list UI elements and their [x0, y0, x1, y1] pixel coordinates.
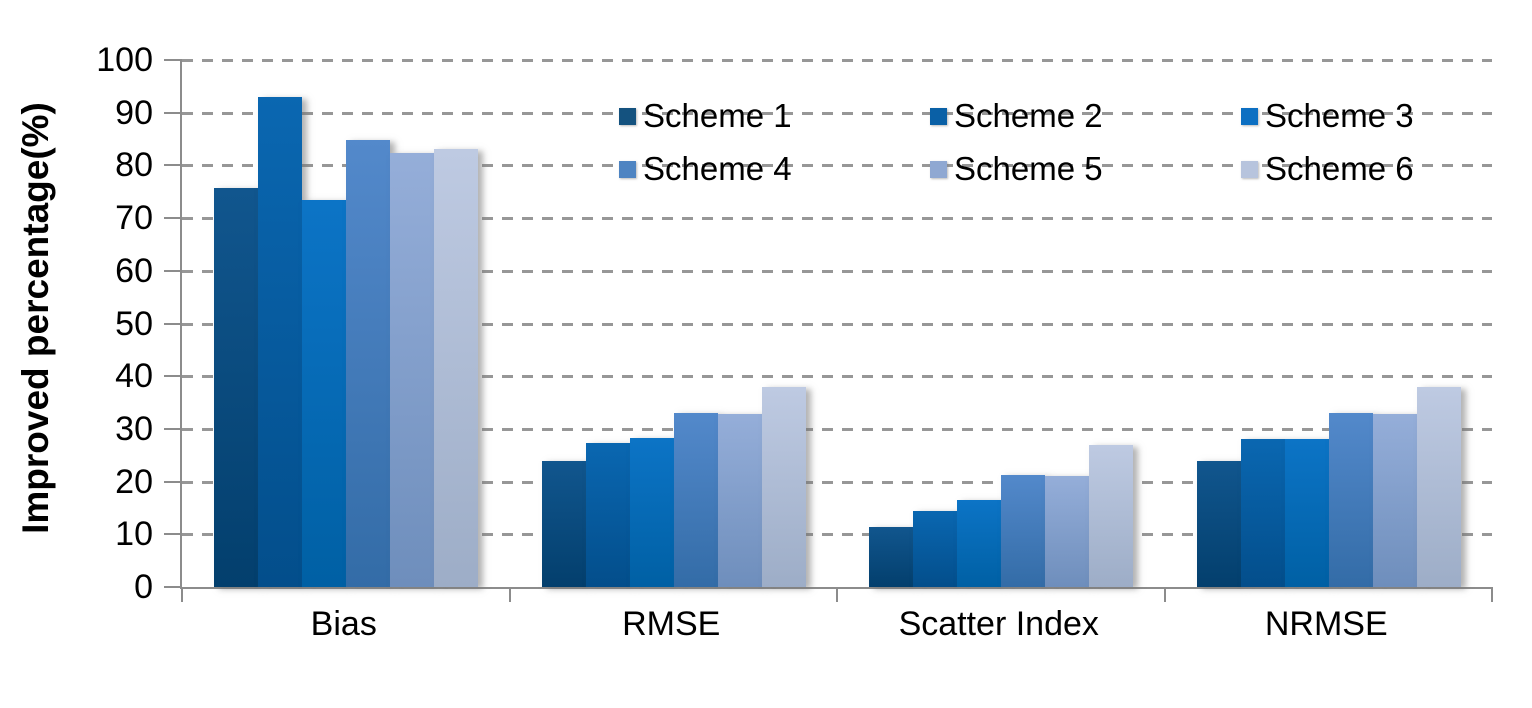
bar-scatter-index-scheme-2 — [913, 510, 957, 587]
x-category-label-nrmse: NRMSE — [1264, 605, 1388, 643]
bar-bias-scheme-5 — [390, 152, 434, 587]
legend-item-scheme-2: Scheme 2 — [930, 98, 1103, 134]
bar-nrmse-scheme-2 — [1240, 439, 1285, 587]
legend-label-scheme-4: Scheme 4 — [643, 150, 792, 187]
bar-bias-scheme-6 — [434, 148, 478, 587]
y-tick-label-90: 90 — [115, 93, 153, 132]
gridline-100 — [182, 59, 1492, 62]
legend-item-scheme-1: Scheme 1 — [619, 98, 792, 134]
bar-nrmse-scheme-1 — [1196, 460, 1241, 587]
y-axis-tick-70 — [164, 217, 182, 220]
bar-rmse-scheme-3 — [629, 438, 674, 587]
bar-scatter-index-scheme-6 — [1089, 444, 1133, 587]
legend-item-scheme-4: Scheme 4 — [619, 151, 792, 187]
legend-item-scheme-5: Scheme 5 — [930, 151, 1103, 187]
gridline-80 — [182, 164, 1492, 168]
x-category-label-rmse: RMSE — [622, 605, 721, 643]
bar-bias-scheme-3 — [302, 199, 346, 587]
y-axis-tick-90 — [164, 111, 182, 114]
y-tick-label-0: 0 — [134, 568, 153, 606]
y-tick-label-70: 70 — [115, 199, 153, 238]
bar-group-bias — [214, 96, 478, 587]
bar-nrmse-scheme-3 — [1284, 439, 1329, 587]
y-axis-tick-40 — [164, 375, 182, 378]
legend-swatch-scheme-1 — [619, 107, 636, 125]
bar-scatter-index-scheme-5 — [1045, 475, 1089, 587]
bar-rmse-scheme-4 — [673, 413, 718, 587]
y-axis-tick-20 — [164, 480, 182, 483]
legend-swatch-scheme-3 — [1241, 107, 1258, 125]
bar-scatter-index-scheme-3 — [957, 500, 1001, 587]
y-axis-tick-60 — [164, 269, 182, 272]
bar-nrmse-scheme-5 — [1372, 414, 1417, 587]
bar-nrmse-scheme-6 — [1416, 386, 1461, 587]
bar-group-scatter-index — [869, 444, 1133, 587]
x-axis-tick-4 — [1491, 587, 1493, 602]
y-tick-label-100: 100 — [96, 41, 153, 79]
x-axis-tick-0 — [181, 587, 183, 602]
y-axis-tick-100 — [164, 59, 182, 61]
y-tick-label-80: 80 — [115, 146, 153, 185]
x-axis-tick-3 — [1163, 587, 1166, 602]
bar-rmse-scheme-2 — [585, 442, 630, 587]
bar-group-rmse — [541, 386, 806, 587]
bar-rmse-scheme-1 — [541, 460, 586, 587]
x-category-label-bias: Bias — [310, 605, 377, 643]
gridline-40 — [182, 375, 1492, 379]
bar-scatter-index-scheme-1 — [869, 527, 913, 587]
bar-rmse-scheme-5 — [717, 414, 762, 587]
x-axis-tick-2 — [836, 587, 838, 602]
legend-label-scheme-3: Scheme 3 — [1265, 97, 1414, 134]
y-tick-label-60: 60 — [115, 251, 153, 290]
y-axis-tick-10 — [164, 533, 182, 536]
y-axis-tick-30 — [164, 427, 182, 430]
y-tick-label-40: 40 — [115, 357, 153, 396]
legend-swatch-scheme-5 — [930, 160, 947, 178]
legend-swatch-scheme-6 — [1241, 160, 1258, 178]
legend-label-scheme-6: Scheme 6 — [1265, 150, 1414, 187]
gridline-30 — [182, 427, 1492, 431]
bar-scatter-index-scheme-4 — [1001, 475, 1045, 587]
legend-swatch-scheme-2 — [930, 107, 947, 125]
gridline-50 — [182, 322, 1492, 326]
gridline-60 — [182, 269, 1492, 273]
legend-item-scheme-6: Scheme 6 — [1241, 151, 1414, 187]
y-axis-tick-80 — [164, 164, 182, 167]
bar-bias-scheme-2 — [258, 96, 302, 587]
gridline-20 — [182, 480, 1492, 484]
bar-bias-scheme-4 — [346, 140, 390, 587]
y-tick-label-20: 20 — [115, 462, 153, 501]
legend-swatch-scheme-4 — [619, 160, 636, 178]
legend-item-scheme-3: Scheme 3 — [1241, 98, 1414, 134]
y-axis-tick-0 — [164, 586, 182, 588]
gridline-70 — [182, 217, 1492, 221]
plot-area: Scheme 1 Scheme 2 Scheme 3 Scheme 4 Scheme 5… — [164, 59, 1493, 602]
gridline-10 — [182, 533, 1492, 537]
legend-label-scheme-5: Scheme 5 — [954, 150, 1103, 187]
y-axis-tick-50 — [164, 322, 182, 325]
x-category-label-scatter-index: Scatter Index — [898, 605, 1099, 643]
bar-bias-scheme-1 — [214, 188, 258, 587]
x-axis-tick-1 — [508, 587, 511, 602]
bar-nrmse-scheme-4 — [1328, 413, 1373, 587]
legend-label-scheme-2: Scheme 2 — [954, 97, 1103, 134]
y-tick-label-10: 10 — [115, 515, 153, 554]
bar-rmse-scheme-6 — [761, 386, 806, 587]
bar-group-nrmse — [1196, 386, 1461, 587]
legend-label-scheme-1: Scheme 1 — [643, 97, 792, 134]
y-tick-label-30: 30 — [115, 409, 153, 448]
gridline-90 — [182, 111, 1492, 115]
y-tick-label-50: 50 — [115, 304, 153, 343]
